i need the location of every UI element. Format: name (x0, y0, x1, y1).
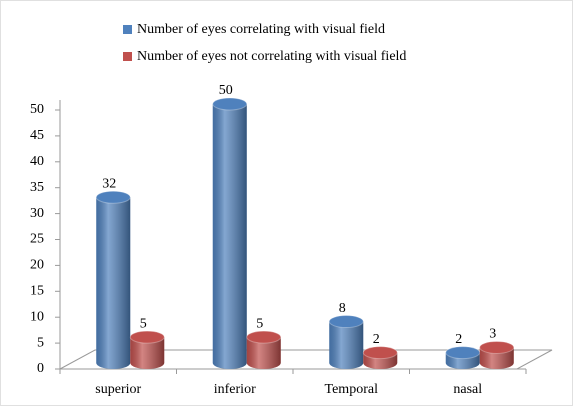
bar-top (328, 315, 364, 329)
legend-label: Number of eyes not correlating with visu… (137, 49, 406, 64)
y-tick-label: 35 (30, 180, 44, 195)
data-label: 5 (140, 316, 147, 331)
x-tick-label: inferior (214, 382, 256, 397)
bar-shade (130, 337, 165, 369)
data-label: 50 (219, 83, 233, 98)
y-tick-label: 15 (30, 284, 44, 299)
bar-shade (246, 337, 281, 369)
bar-shade (329, 321, 364, 369)
data-label: 32 (102, 176, 116, 191)
y-tick-label: 5 (37, 335, 44, 350)
y-tick-label: 10 (30, 309, 44, 324)
y-tick-label: 20 (30, 258, 44, 273)
legend-label: Number of eyes correlating with visual f… (137, 22, 385, 37)
x-tick-label: Temporal (325, 382, 379, 397)
data-label: 2 (373, 332, 380, 347)
y-tick-label: 40 (30, 154, 44, 169)
y-tick-label: 25 (30, 232, 44, 247)
y-tick-label: 30 (30, 206, 44, 221)
legend-marker (123, 25, 132, 34)
legend-marker (123, 52, 132, 61)
data-label: 3 (489, 327, 496, 342)
bar-top (212, 97, 248, 111)
bar-top (445, 346, 481, 360)
y-tick-label: 50 (30, 102, 44, 117)
y-tick-label: 0 (37, 361, 44, 376)
bar-top (95, 190, 131, 204)
bar-top (362, 346, 398, 360)
bar-top (129, 330, 165, 344)
data-label: 2 (455, 332, 462, 347)
bar-shade (479, 347, 514, 369)
data-label: 5 (256, 316, 263, 331)
bar-top (479, 340, 515, 354)
data-label: 8 (339, 301, 346, 316)
x-tick-label: superior (95, 382, 141, 397)
bar-shade (96, 197, 131, 369)
x-tick-label: nasal (453, 382, 482, 397)
y-tick-label: 45 (30, 128, 44, 143)
bar-top (246, 330, 282, 344)
bar-shade (212, 104, 247, 369)
